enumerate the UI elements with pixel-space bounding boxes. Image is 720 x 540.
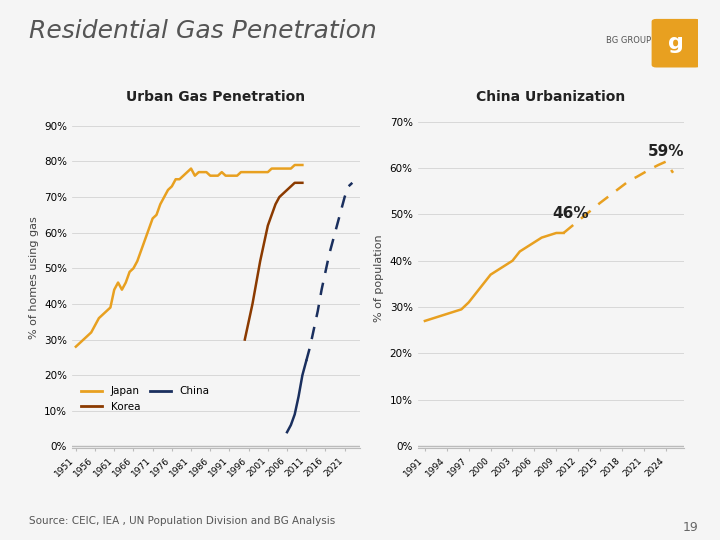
Text: Source: CEIC, IEA , UN Population Division and BG Analysis: Source: CEIC, IEA , UN Population Divisi… — [29, 516, 335, 526]
FancyBboxPatch shape — [652, 19, 701, 68]
Title: Urban Gas Penetration: Urban Gas Penetration — [127, 90, 305, 104]
Text: Residential Gas Penetration: Residential Gas Penetration — [29, 19, 377, 43]
Title: China Urbanization: China Urbanization — [476, 90, 626, 104]
Text: 59%: 59% — [647, 144, 684, 159]
Text: 46%: 46% — [553, 206, 589, 221]
Y-axis label: % of homes using gas: % of homes using gas — [29, 217, 39, 340]
Legend: Japan, Korea, China: Japan, Korea, China — [77, 382, 214, 416]
Text: 19: 19 — [683, 521, 698, 534]
Text: BG GROUP: BG GROUP — [606, 36, 651, 45]
Y-axis label: % of population: % of population — [374, 234, 384, 322]
Text: g: g — [668, 33, 684, 53]
